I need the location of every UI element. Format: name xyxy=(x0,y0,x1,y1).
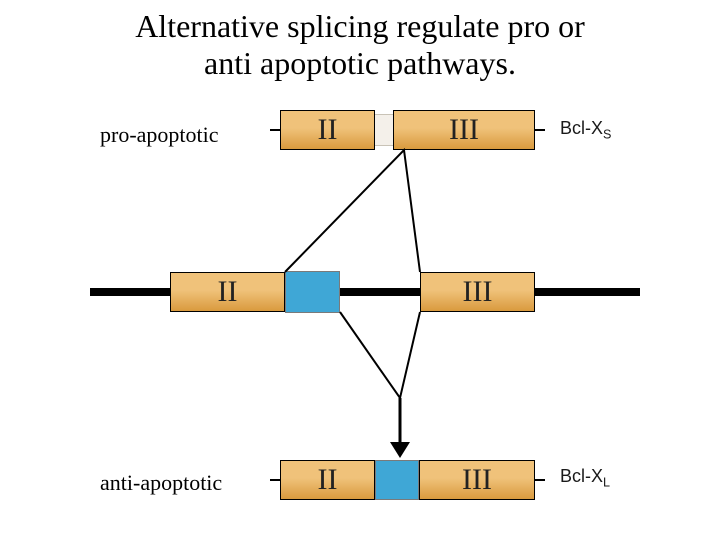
arrow-head xyxy=(390,442,410,458)
splice-overlay xyxy=(0,0,720,540)
splice-line-bottom xyxy=(340,312,420,398)
splice-line-top xyxy=(285,150,420,272)
